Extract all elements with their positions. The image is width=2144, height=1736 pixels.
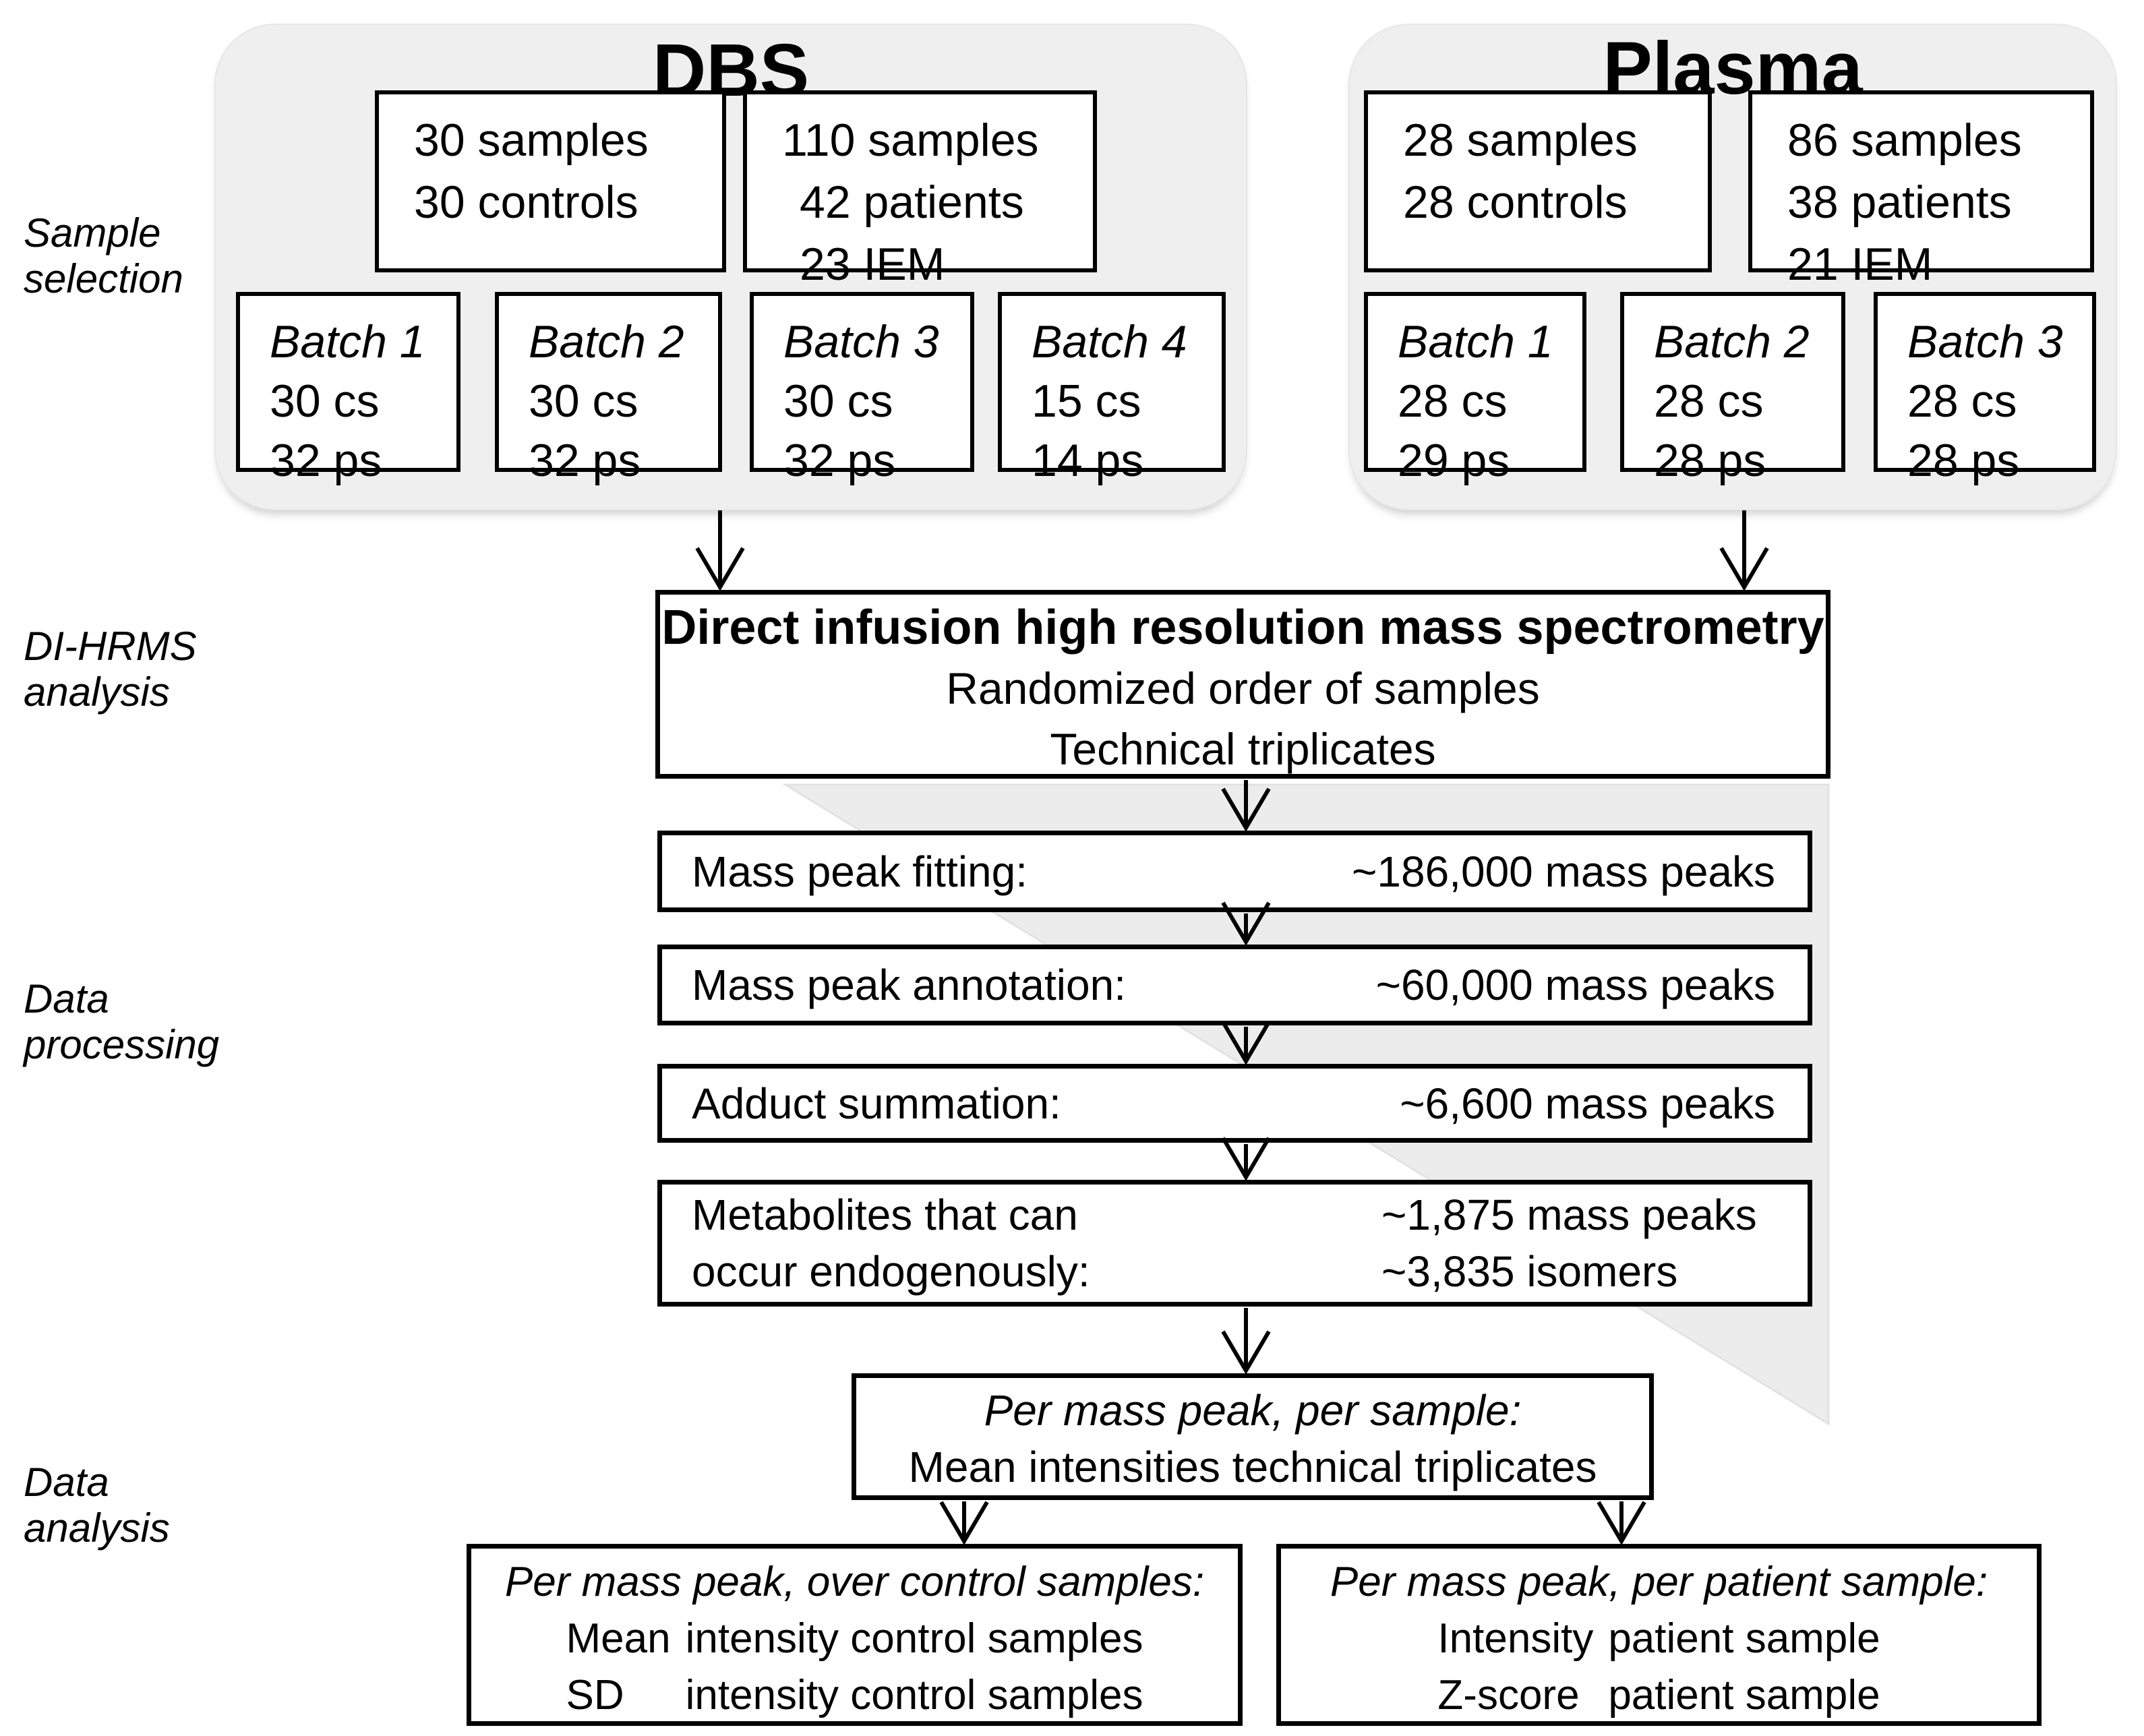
di-hrms-box: Direct infusion high resolution mass spe… xyxy=(655,590,1830,779)
dbs-batch-3-box: Batch 3 30 cs 32 ps xyxy=(750,292,974,486)
dbs-batch-2-box: Batch 2 30 cs 32 ps xyxy=(495,292,722,486)
summary-line: 23 IEM xyxy=(800,239,945,290)
summary-line: 110 samples xyxy=(782,115,1039,166)
summary-line: 21 IEM xyxy=(1787,239,1933,290)
batch-name: Batch 3 xyxy=(1907,316,2063,367)
batch-name: Batch 1 xyxy=(270,316,425,367)
di-hrms-line: Technical triplicates xyxy=(1050,724,1436,774)
summary-line: 30 samples xyxy=(414,115,649,166)
stage-label-line: processing xyxy=(24,1022,220,1067)
process-label: Metabolites that can occur endogenously: xyxy=(662,1187,1381,1300)
stage-label-line: selection xyxy=(24,256,183,301)
batch-cs: 30 cs xyxy=(783,376,893,427)
process-value-line: ~1,875 mass peaks xyxy=(1381,1191,1757,1239)
summary-line: 38 patients xyxy=(1787,177,2012,228)
stage-label-line: DI-HRMS xyxy=(24,624,197,669)
stage-label-line: Data xyxy=(24,1460,109,1505)
batch-name: Batch 1 xyxy=(1398,316,1553,367)
stage-label-di-hrms-analysis: DI-HRMS analysis xyxy=(24,624,197,715)
plasma-batch-3-box: Batch 3 28 cs 28 ps xyxy=(1874,292,2096,486)
patient-row-text: patient sample xyxy=(1608,1615,1880,1662)
batch-cs: 30 cs xyxy=(529,376,638,427)
patient-row-prefix: Intensity xyxy=(1437,1615,1594,1662)
control-rows: Mean intensity control samples SD intens… xyxy=(566,1611,1143,1724)
patient-rows: Intensity patient sample Z-score patient… xyxy=(1437,1611,1880,1724)
process-value: ~60,000 mass peaks xyxy=(1375,961,1775,1009)
plasma-batch-2-box: Batch 2 28 cs 28 ps xyxy=(1620,292,1845,486)
control-row-text: intensity control samples xyxy=(685,1672,1143,1718)
batch-cs: 28 cs xyxy=(1654,376,1764,427)
batch-name: Batch 4 xyxy=(1032,316,1187,367)
batch-cs: 28 cs xyxy=(1907,376,2017,427)
process-label-line: Metabolites that can xyxy=(692,1191,1078,1239)
process-value: ~1,875 mass peaks ~3,835 isomers xyxy=(1381,1187,1808,1300)
patient-row-text: patient sample xyxy=(1608,1672,1880,1718)
process-label: Adduct summation: xyxy=(692,1079,1061,1128)
per-sample-box: Per mass peak, per sample: Mean intensit… xyxy=(852,1373,1654,1500)
adduct-summation-box: Adduct summation: ~6,600 mass peaks xyxy=(657,1064,1812,1143)
plasma-controls-summary-box: 28 samples 28 controls xyxy=(1364,90,1712,272)
summary-line: 86 samples xyxy=(1787,115,2022,166)
batch-cs: 30 cs xyxy=(270,376,380,427)
batch-ps: 28 ps xyxy=(1654,435,1766,486)
batch-cs: 28 cs xyxy=(1398,376,1508,427)
control-row-prefix: Mean xyxy=(566,1615,671,1662)
batch-ps: 29 ps xyxy=(1398,435,1510,486)
process-label: Mass peak fitting: xyxy=(692,847,1028,896)
di-hrms-title: Direct infusion high resolution mass spe… xyxy=(661,601,1824,655)
stage-label-sample-selection: Sample selection xyxy=(24,210,183,302)
dbs-batch-4-box: Batch 4 15 cs 14 ps xyxy=(998,292,1226,486)
summary-line: 28 samples xyxy=(1403,115,1638,166)
batch-ps: 32 ps xyxy=(783,435,896,486)
plasma-batch-1-box: Batch 1 28 cs 29 ps xyxy=(1364,292,1586,486)
stage-label-data-analysis: Data analysis xyxy=(24,1460,170,1551)
dbs-controls-summary-box: 30 samples 30 controls xyxy=(375,90,726,272)
patient-header: Per mass peak, per patient sample: xyxy=(1330,1559,1988,1605)
di-hrms-line: Randomized order of samples xyxy=(946,663,1540,713)
control-row-prefix: SD xyxy=(566,1672,624,1718)
batch-name: Batch 3 xyxy=(783,316,939,367)
batch-ps: 28 ps xyxy=(1907,435,2020,486)
plasma-patients-summary-box: 86 samples 38 patients 21 IEM xyxy=(1748,90,2094,290)
per-sample-line: Mean intensities technical triplicates xyxy=(908,1443,1597,1491)
batch-ps: 14 ps xyxy=(1032,435,1144,486)
process-value-line: ~3,835 isomers xyxy=(1381,1247,1678,1296)
per-sample-header: Per mass peak, per sample: xyxy=(984,1386,1522,1435)
dbs-patients-summary-box: 110 samples 42 patients 23 IEM xyxy=(743,90,1097,290)
batch-ps: 32 ps xyxy=(529,435,641,486)
patient-row-prefix: Z-score xyxy=(1437,1672,1580,1718)
mass-peak-fitting-box: Mass peak fitting: ~186,000 mass peaks xyxy=(657,831,1812,912)
process-value: ~6,600 mass peaks xyxy=(1400,1079,1775,1128)
control-samples-box: Per mass peak, over control samples: Mea… xyxy=(467,1544,1243,1726)
batch-name: Batch 2 xyxy=(1654,316,1810,367)
batch-name: Batch 2 xyxy=(529,316,684,367)
endogenous-metabolites-box: Metabolites that can occur endogenously:… xyxy=(657,1180,1812,1307)
process-value: ~186,000 mass peaks xyxy=(1352,847,1775,896)
batch-ps: 32 ps xyxy=(270,435,382,486)
stage-label-line: Data xyxy=(24,976,109,1021)
dbs-batch-1-box: Batch 1 30 cs 32 ps xyxy=(236,292,460,486)
batch-cs: 15 cs xyxy=(1032,376,1141,427)
process-label-line: occur endogenously: xyxy=(692,1247,1090,1296)
summary-line: 28 controls xyxy=(1403,177,1628,228)
summary-line: 30 controls xyxy=(414,177,638,228)
stage-label-line: analysis xyxy=(24,1505,170,1551)
process-label: Mass peak annotation: xyxy=(692,961,1126,1009)
patient-samples-box: Per mass peak, per patient sample: Inten… xyxy=(1276,1544,2042,1726)
control-row-text: intensity control samples xyxy=(685,1615,1143,1662)
stage-label-line: Sample xyxy=(24,210,161,256)
control-header: Per mass peak, over control samples: xyxy=(504,1559,1205,1605)
summary-line: 42 patients xyxy=(800,177,1024,228)
stage-label-data-processing: Data processing xyxy=(24,976,219,1068)
stage-label-line: analysis xyxy=(24,669,170,715)
mass-peak-annotation-box: Mass peak annotation: ~60,000 mass peaks xyxy=(657,945,1812,1025)
